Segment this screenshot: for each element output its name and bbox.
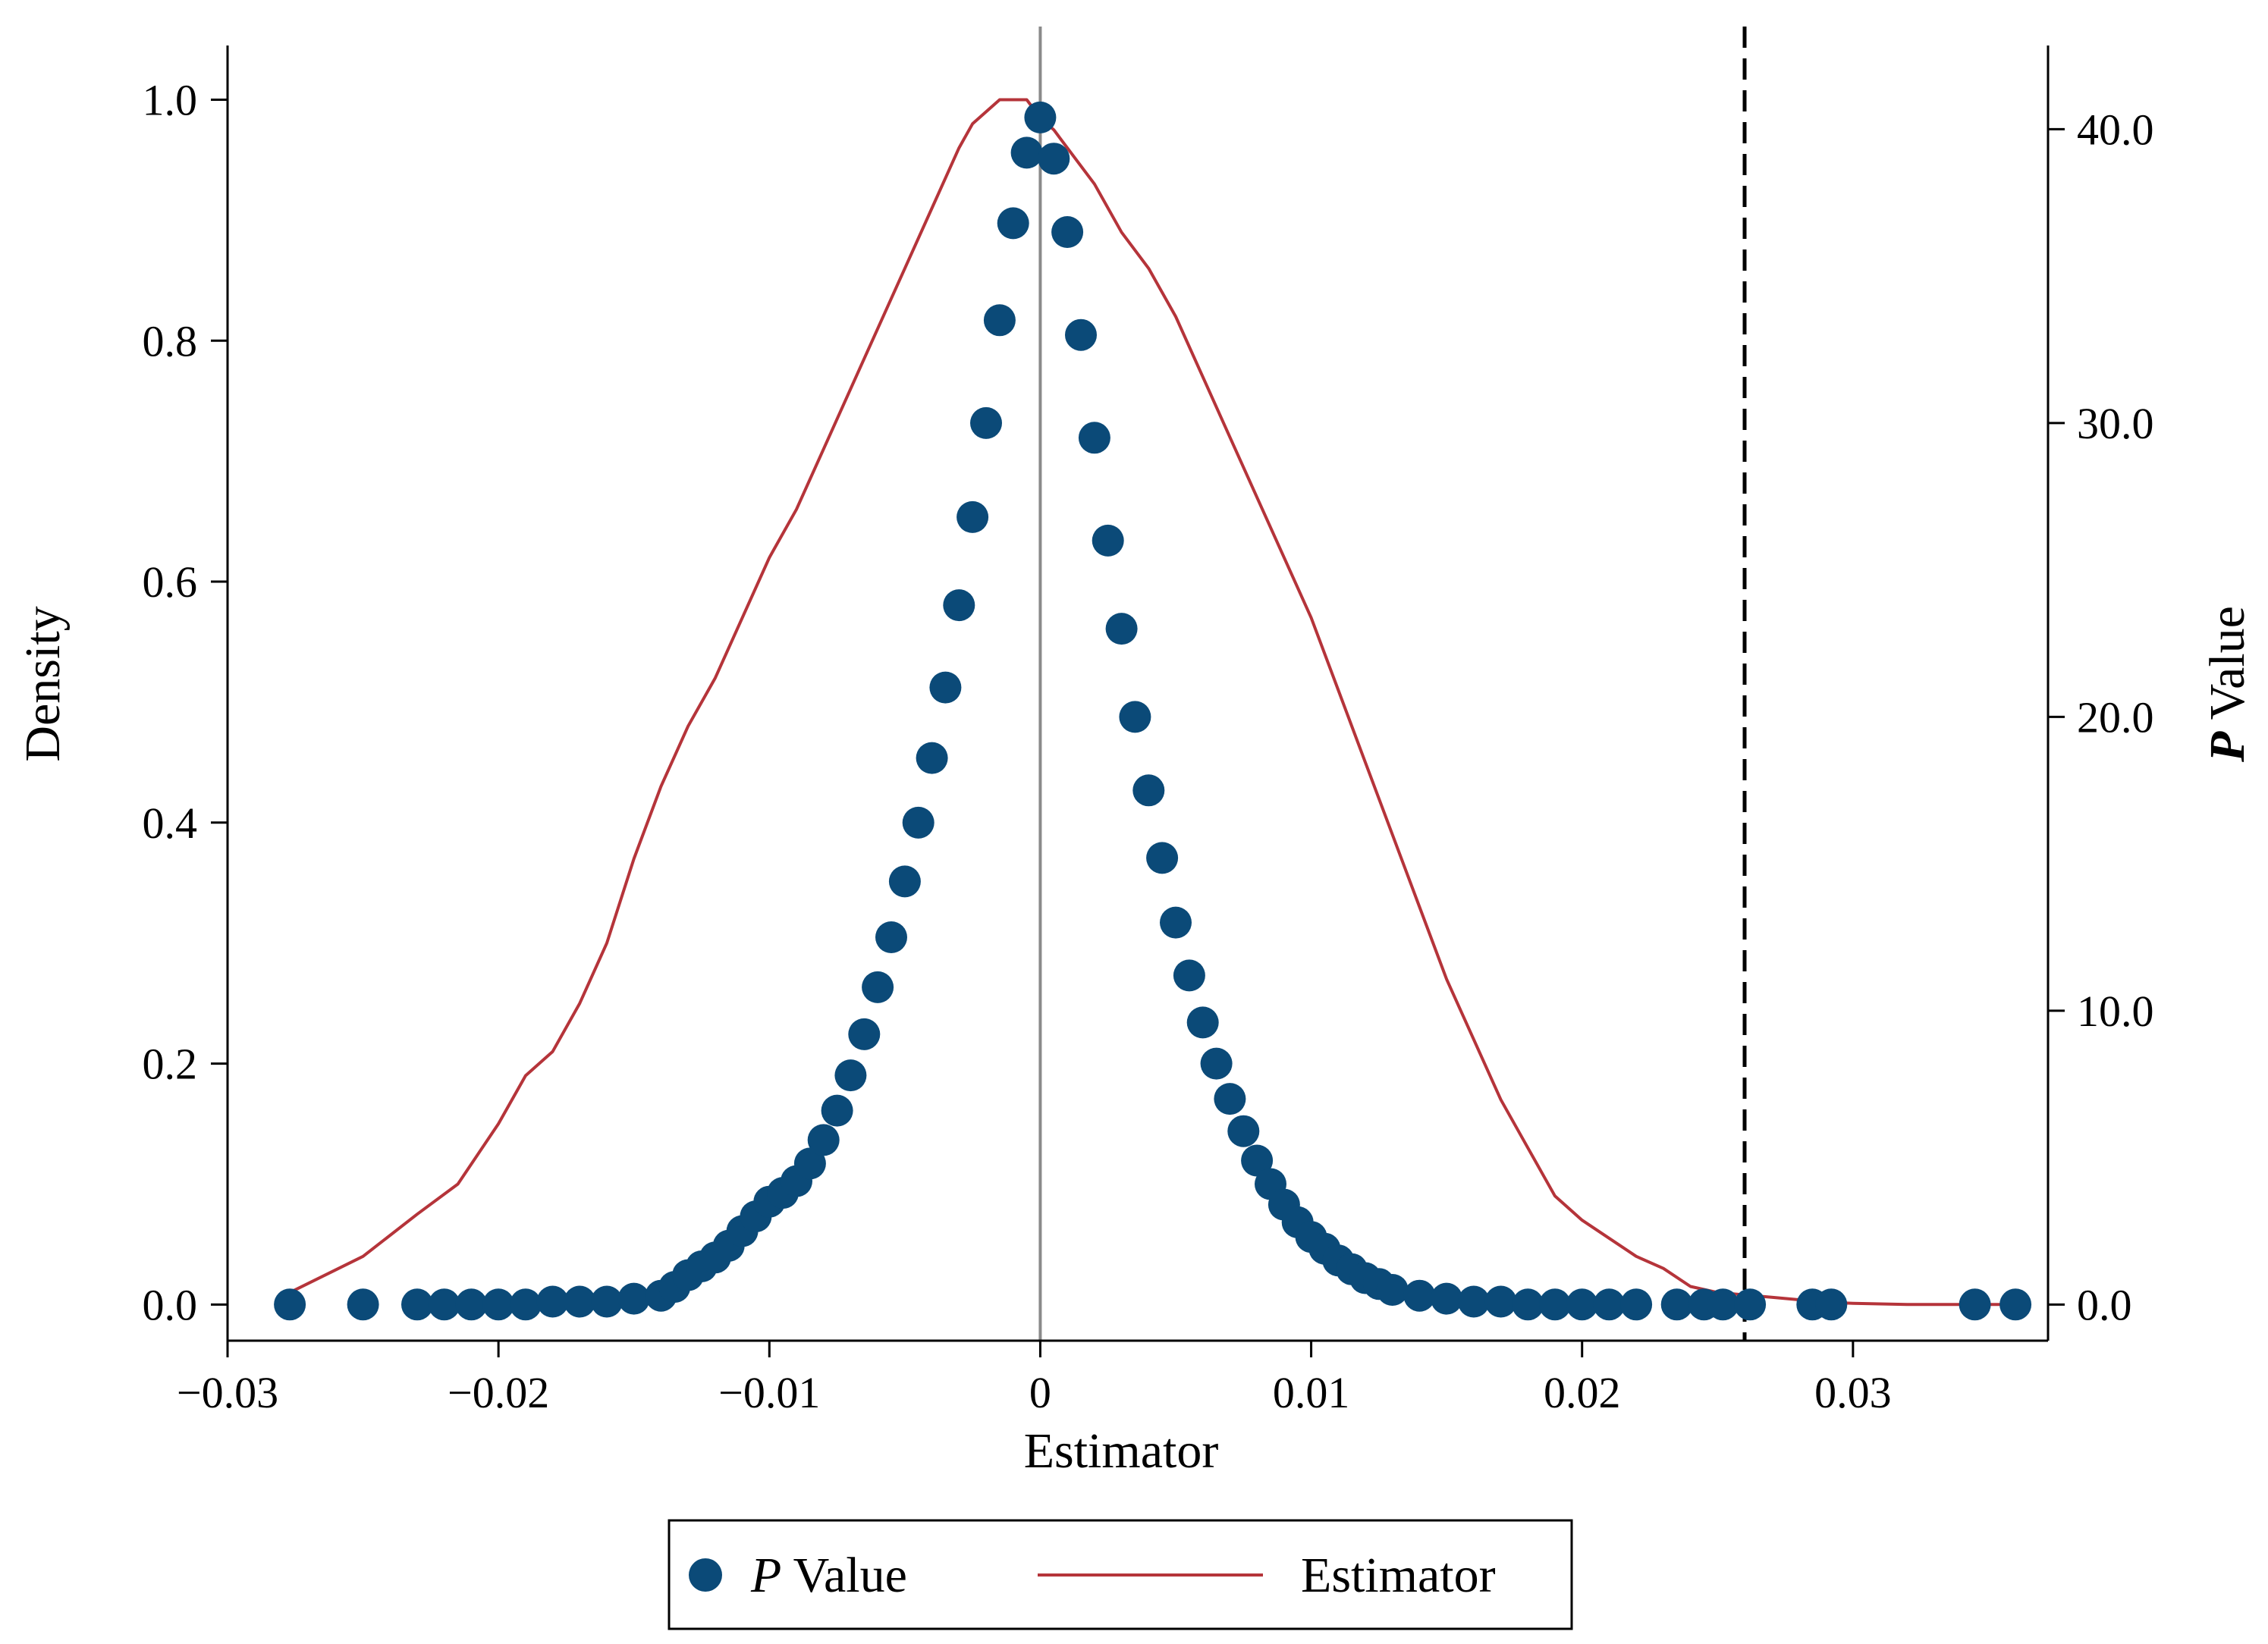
- pvalue-point: [983, 304, 1016, 337]
- pvalue-point: [347, 1288, 379, 1321]
- x-tick-label: 0.01: [1273, 1368, 1350, 1417]
- pvalue-point: [1065, 318, 1097, 351]
- pvalue-point: [455, 1288, 488, 1321]
- pvalue-point: [401, 1288, 433, 1321]
- legend-label-pvalue: P Value: [750, 1548, 907, 1603]
- x-tick-label: −0.01: [718, 1368, 820, 1417]
- pvalue-point: [1999, 1288, 2032, 1321]
- pvalue-point: [1457, 1285, 1490, 1318]
- pvalue-point: [1024, 101, 1057, 133]
- right-tick-label: 0.0: [2077, 1280, 2132, 1329]
- legend-marker-pvalue: [689, 1558, 722, 1592]
- pvalue-point: [943, 589, 975, 622]
- pvalue-point: [1092, 524, 1124, 557]
- left-tick-label: 0.2: [143, 1040, 198, 1089]
- pvalue-point: [1214, 1083, 1246, 1115]
- pvalue-point: [1959, 1288, 1991, 1321]
- pvalue-point: [834, 1059, 867, 1092]
- pvalue-point: [482, 1288, 515, 1321]
- x-axis-ticks: −0.03 −0.02 −0.01 0 0.01 0.02 0.03: [177, 1341, 1892, 1417]
- left-axis-title: Density: [15, 606, 71, 761]
- pvalue-point: [821, 1094, 853, 1127]
- pvalue-point: [564, 1285, 596, 1318]
- pvalue-point: [1160, 906, 1192, 939]
- right-tick-label: 20.0: [2077, 692, 2154, 742]
- pvalue-point: [1186, 1006, 1219, 1039]
- pvalue-point: [1431, 1282, 1463, 1315]
- right-axis-title: P Value: [2200, 606, 2255, 763]
- left-tick-label: 1.0: [143, 75, 198, 124]
- pvalue-point: [1660, 1288, 1693, 1321]
- right-axis-title-rest: Value: [2200, 606, 2255, 732]
- reference-lines: [1038, 27, 1747, 1341]
- pvalue-point: [1051, 216, 1084, 248]
- estimator-line-layer: [289, 98, 2016, 1307]
- pvalue-point: [1815, 1288, 1848, 1321]
- right-axis-title-italic: P: [2200, 731, 2255, 763]
- pvalue-point: [1593, 1288, 1626, 1321]
- pvalue-points-layer: [274, 101, 2032, 1321]
- x-tick-label: 0.02: [1544, 1368, 1621, 1417]
- pvalue-point: [1132, 774, 1165, 807]
- right-tick-label: 30.0: [2077, 399, 2154, 448]
- pvalue-point: [1078, 422, 1110, 454]
- legend-label-estimator: Estimator: [1301, 1548, 1496, 1603]
- pvalue-point: [1105, 613, 1138, 645]
- pvalue-point: [848, 1018, 881, 1050]
- right-tick-label: 40.0: [2077, 105, 2154, 154]
- estimator-density-line: [289, 98, 2016, 1307]
- left-tick-label: 0.0: [143, 1280, 198, 1329]
- pvalue-point: [1620, 1288, 1653, 1321]
- pvalue-point: [1010, 136, 1043, 169]
- pvalue-point: [617, 1282, 650, 1315]
- pvalue-point: [862, 971, 894, 1003]
- x-tick-label: 0.03: [1814, 1368, 1892, 1417]
- legend-label-pvalue-rest: Value: [781, 1548, 907, 1603]
- pvalue-point: [1119, 701, 1151, 733]
- legend: P Value Estimator: [668, 1519, 1573, 1630]
- pvalue-point: [1484, 1285, 1517, 1318]
- pvalue-point: [1227, 1115, 1260, 1147]
- pvalue-point: [902, 806, 935, 839]
- pvalue-point: [970, 406, 1002, 439]
- pvalue-point: [916, 742, 948, 774]
- x-tick-label: 0: [1029, 1368, 1051, 1417]
- pvalue-point: [1566, 1288, 1598, 1321]
- pvalue-point: [1038, 143, 1070, 175]
- pvalue-point: [1734, 1288, 1767, 1321]
- left-tick-label: 0.6: [143, 557, 198, 607]
- pvalue-point: [929, 671, 962, 704]
- pvalue-point: [1512, 1288, 1544, 1321]
- pvalue-point: [1200, 1047, 1233, 1080]
- legend-label-pvalue-italic: P: [750, 1548, 781, 1603]
- left-tick-label: 0.8: [143, 316, 198, 366]
- x-axis-title: Estimator: [1024, 1423, 1219, 1479]
- left-tick-label: 0.4: [143, 798, 198, 848]
- pvalue-point: [1539, 1288, 1571, 1321]
- pvalue-point: [1403, 1279, 1436, 1312]
- axes: [226, 45, 2050, 1342]
- pvalue-point: [509, 1288, 542, 1321]
- pvalue-point: [957, 500, 989, 533]
- right-tick-label: 10.0: [2077, 987, 2154, 1036]
- x-tick-label: −0.03: [177, 1368, 278, 1417]
- pvalue-point: [428, 1288, 460, 1321]
- pvalue-point: [274, 1288, 306, 1321]
- right-axis-ticks: 0.0 10.0 20.0 30.0 40.0: [2048, 105, 2154, 1329]
- pvalue-point: [997, 207, 1029, 240]
- pvalue-point: [1241, 1144, 1274, 1177]
- x-tick-label: −0.02: [448, 1368, 549, 1417]
- pvalue-point: [1173, 959, 1205, 992]
- pvalue-point: [1146, 842, 1179, 874]
- pvalue-point: [807, 1124, 840, 1156]
- pvalue-point: [1376, 1274, 1409, 1306]
- left-axis-ticks: 0.0 0.2 0.4 0.6 0.8 1.0: [143, 75, 228, 1329]
- pvalue-point: [591, 1285, 623, 1318]
- pvalue-point: [875, 921, 907, 953]
- pvalue-point: [1707, 1288, 1739, 1321]
- pvalue-point: [793, 1147, 826, 1180]
- pvalue-point: [888, 865, 921, 898]
- pvalue-point: [536, 1285, 569, 1318]
